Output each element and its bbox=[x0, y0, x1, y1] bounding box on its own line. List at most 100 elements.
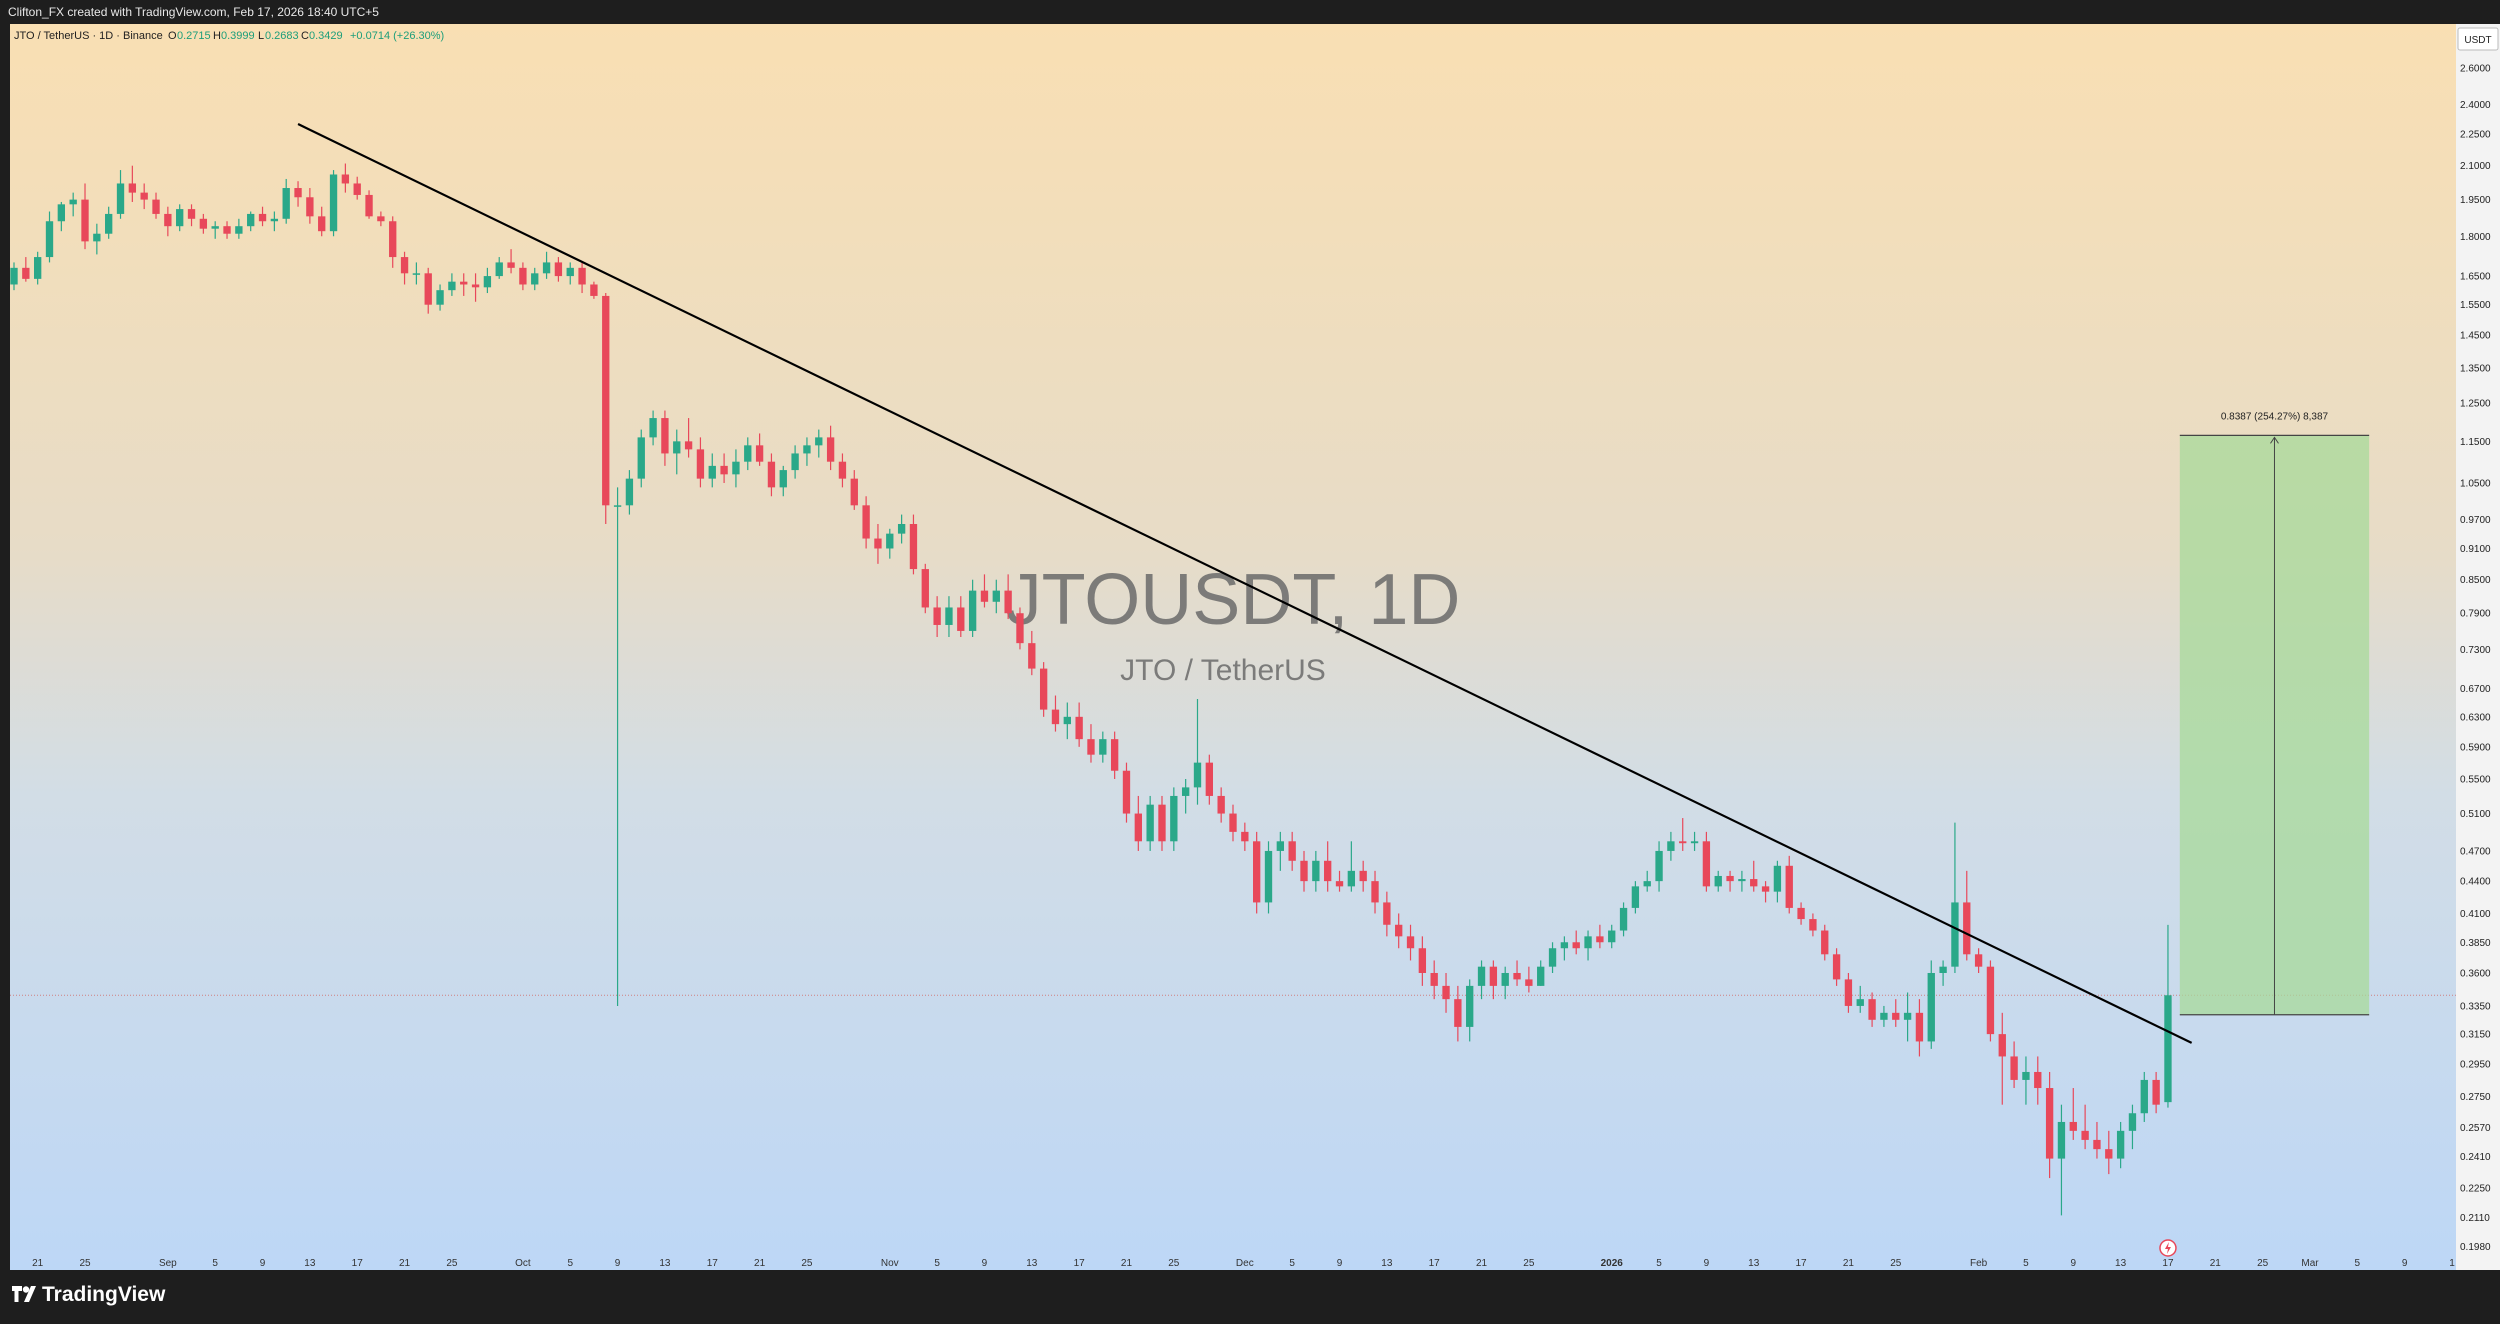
candle bbox=[1347, 841, 1356, 892]
price-axis[interactable]: USDT 2.6000 2.4000 2.2500 2.1000 1.9500 1.800… bbox=[2456, 24, 2500, 1270]
candle-body bbox=[1844, 979, 1853, 1006]
candle bbox=[81, 183, 89, 250]
symbol-legend: JTO / TetherUS · 1D · Binance O 0.2715 H… bbox=[14, 30, 444, 42]
time-tick-label: 9 bbox=[982, 1258, 988, 1269]
candle-body bbox=[874, 538, 882, 549]
candle-body bbox=[1963, 902, 1971, 955]
price-tick-label: 0.3350 bbox=[2460, 1001, 2491, 1012]
price-tick-label: 1.9500 bbox=[2460, 195, 2491, 206]
candlestick-chart[interactable]: JTO / TetherUS · 1D · Binance O 0.2715 H… bbox=[10, 24, 2456, 1270]
chart-area[interactable]: JTO / TetherUS · 1D · Binance O 0.2715 H… bbox=[10, 24, 2456, 1270]
candle-body bbox=[1063, 716, 1071, 725]
candle bbox=[1087, 724, 1095, 763]
candle-body bbox=[1122, 770, 1131, 814]
candle-body bbox=[1454, 999, 1462, 1027]
candle bbox=[1915, 999, 1924, 1057]
candle-body bbox=[1051, 709, 1060, 725]
candle bbox=[2045, 1071, 2054, 1179]
candle-body bbox=[708, 465, 716, 479]
time-tick-label: 17 bbox=[1074, 1258, 1086, 1269]
ohlc-high: 0.3999 bbox=[221, 30, 255, 42]
price-tick-label: 0.2750 bbox=[2460, 1092, 2491, 1103]
candle-body bbox=[45, 221, 54, 258]
candle bbox=[1643, 870, 1651, 892]
candle-body bbox=[1892, 1012, 1900, 1020]
time-tick-label: 21 bbox=[1476, 1258, 1488, 1269]
candle bbox=[1690, 831, 1699, 851]
candle bbox=[1974, 948, 1983, 973]
candle-body bbox=[850, 478, 858, 506]
candle-body bbox=[1406, 936, 1415, 949]
candle-body bbox=[294, 188, 302, 198]
price-tick-label: 1.5500 bbox=[2460, 300, 2491, 311]
candle-body bbox=[1974, 954, 1983, 967]
candle-body bbox=[1430, 972, 1438, 986]
candle bbox=[933, 596, 941, 638]
price-tick-label: 0.4700 bbox=[2460, 846, 2491, 857]
candle-body bbox=[424, 273, 432, 305]
time-tick-label: 25 bbox=[1168, 1258, 1180, 1269]
candle bbox=[1276, 831, 1285, 871]
currency-badge bbox=[2457, 27, 2499, 51]
candle-body bbox=[921, 569, 929, 608]
candle-body bbox=[2164, 995, 2172, 1103]
time-tick-label: 2026 bbox=[1601, 1258, 1624, 1269]
candle-body bbox=[164, 213, 172, 227]
candle bbox=[152, 192, 160, 219]
candle bbox=[483, 267, 492, 294]
candle bbox=[590, 281, 598, 299]
price-tick-label: 0.1980 bbox=[2460, 1242, 2491, 1253]
candle-body bbox=[270, 218, 279, 222]
candle-body bbox=[199, 218, 208, 229]
candle bbox=[1075, 702, 1083, 747]
candle-body bbox=[400, 257, 409, 274]
candle-body bbox=[1241, 831, 1249, 842]
time-tick-label: 9 bbox=[2071, 1258, 2077, 1269]
candle-body bbox=[1347, 870, 1356, 887]
candle-body bbox=[933, 607, 941, 625]
candle-body bbox=[116, 183, 125, 214]
time-tick-label: Nov bbox=[881, 1258, 899, 1269]
candle-body bbox=[105, 213, 113, 234]
candle bbox=[377, 211, 385, 227]
candle-body bbox=[1288, 841, 1296, 861]
candle bbox=[673, 429, 681, 475]
candle bbox=[1667, 831, 1675, 861]
candle-body bbox=[1797, 907, 1805, 920]
candle bbox=[2034, 1056, 2042, 1105]
price-tick-label: 2.2500 bbox=[2460, 130, 2491, 141]
candle-body bbox=[282, 188, 290, 219]
candle-body bbox=[1371, 881, 1379, 903]
candle-body bbox=[1667, 841, 1675, 851]
candle-body bbox=[365, 194, 373, 217]
candle-body bbox=[81, 199, 89, 242]
candle-body bbox=[661, 418, 669, 454]
ohlc-low-label: L bbox=[258, 30, 264, 42]
candle bbox=[1631, 881, 1640, 914]
candle-body bbox=[2093, 1139, 2101, 1150]
candle bbox=[637, 429, 645, 488]
price-tick-label: 0.2110 bbox=[2460, 1213, 2490, 1224]
candle-body bbox=[1418, 948, 1427, 973]
candle bbox=[921, 563, 929, 614]
candle bbox=[2010, 1041, 2018, 1089]
candle bbox=[1844, 972, 1853, 1013]
time-tick-label: 13 bbox=[2115, 1258, 2127, 1269]
time-tick-label: 13 bbox=[1748, 1258, 1760, 1269]
candle-body bbox=[2010, 1056, 2018, 1080]
time-tick-label: 25 bbox=[1890, 1258, 1902, 1269]
candle-body bbox=[1264, 850, 1273, 903]
candle bbox=[495, 257, 503, 279]
candle-body bbox=[637, 437, 645, 479]
ohlc-close-label: C bbox=[301, 30, 309, 42]
time-tick-label: 5 bbox=[1289, 1258, 1295, 1269]
candle bbox=[1039, 662, 1048, 717]
descending-trendline[interactable] bbox=[297, 123, 2193, 1044]
candle bbox=[1537, 960, 1545, 986]
candle bbox=[1726, 870, 1734, 892]
ohlc-change: +0.0714 (+26.30%) bbox=[350, 30, 444, 42]
candle-body bbox=[341, 174, 350, 184]
time-tick-label: 5 bbox=[1656, 1258, 1662, 1269]
candle-body bbox=[318, 216, 326, 232]
candle-body bbox=[211, 226, 219, 229]
